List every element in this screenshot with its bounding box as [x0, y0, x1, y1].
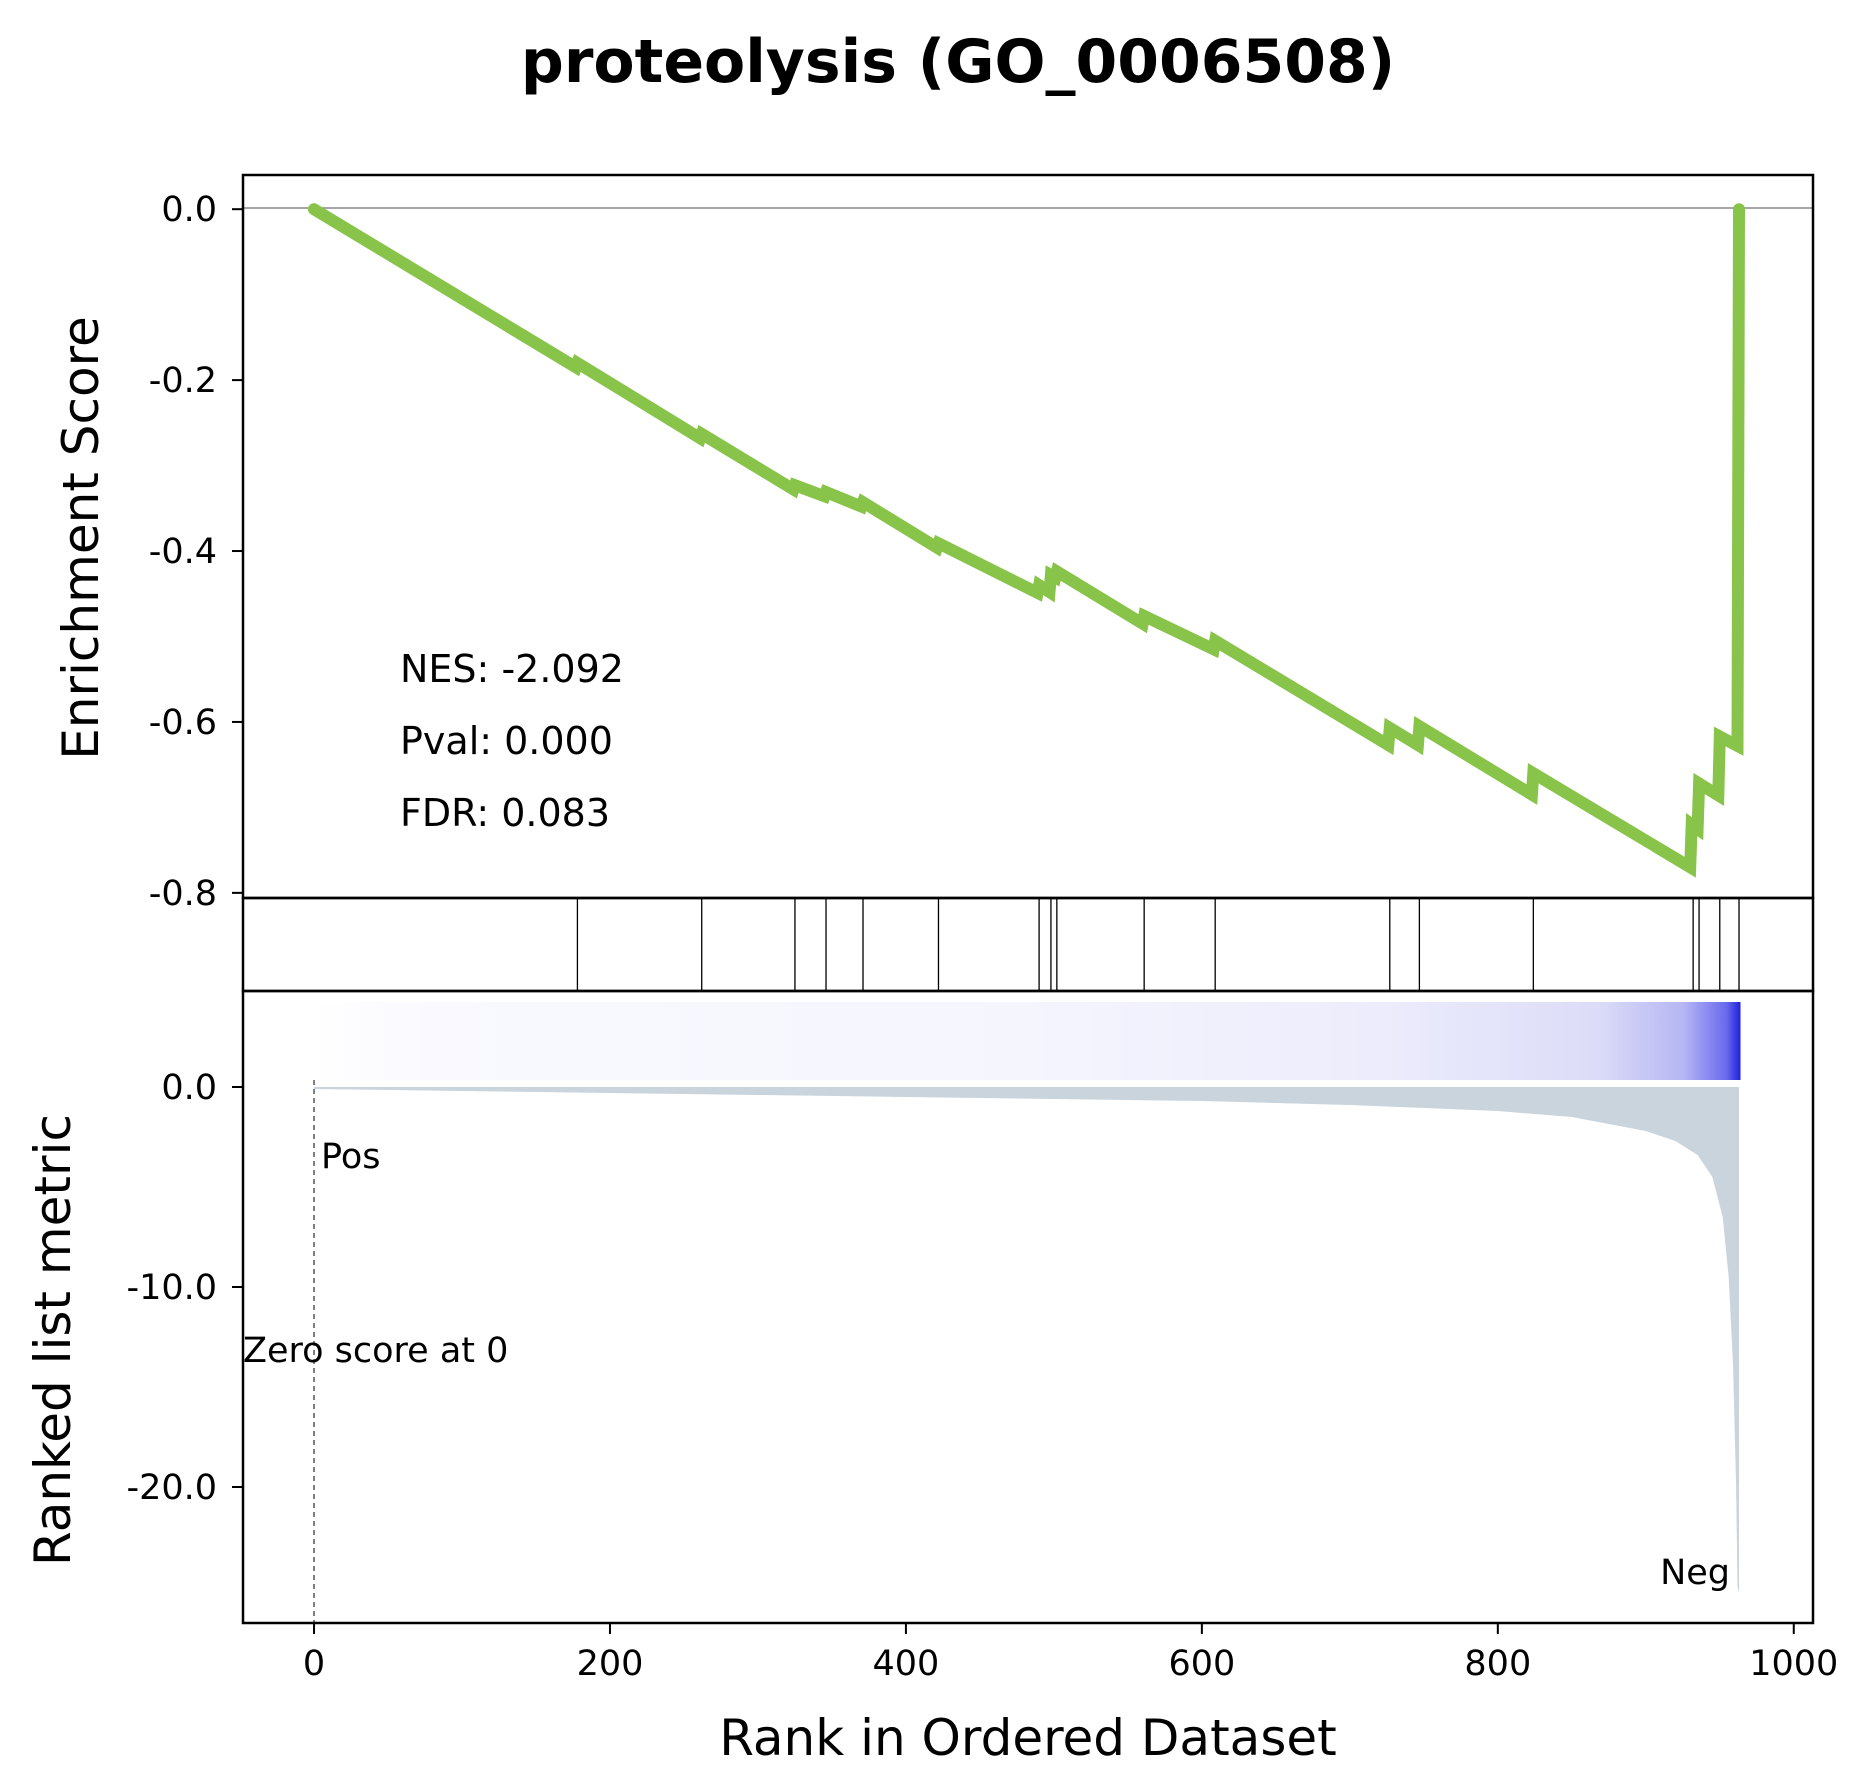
- x-axis-label: Rank in Ordered Dataset: [719, 1709, 1336, 1767]
- enrichment-y-tick-label: -0.4: [149, 532, 217, 572]
- ranked-metric-y-tick-label: 0.0: [161, 1068, 217, 1108]
- nes-text: NES: -2.092: [400, 647, 624, 691]
- ranked-heatmap-strip: [314, 1002, 1741, 1080]
- ranked-metric-area: [314, 1087, 1739, 1593]
- x-tick-label: 800: [1464, 1644, 1531, 1684]
- enrichment-y-tick-label: -0.2: [149, 361, 217, 401]
- enrichment-y-ticks: 0.0 -0.2 -0.4 -0.6 -0.8: [149, 190, 243, 914]
- hits-panel-frame: [241, 896, 1815, 993]
- enrichment-y-label: Enrichment Score: [52, 316, 110, 760]
- enrichment-panel: 0.0 -0.2 -0.4 -0.6 -0.8 Enrichment Score NES…: [52, 173, 1815, 914]
- fdr-text: FDR: 0.083: [400, 791, 610, 835]
- x-tick-label: 200: [577, 1644, 644, 1684]
- pos-label: Pos: [321, 1137, 381, 1177]
- ranked-metric-panel: 0.0 -10.0 -20.0 Pos Neg Zero score at 0 Ra…: [24, 989, 1815, 1625]
- x-tick-label: 0: [303, 1644, 325, 1684]
- enrichment-panel-frame: [241, 173, 1815, 900]
- ranked-metric-y-tick-label: -10.0: [126, 1268, 217, 1308]
- enrichment-y-tick-label: -0.8: [149, 874, 217, 914]
- x-tick-label: 600: [1168, 1644, 1235, 1684]
- enrichment-y-tick-label: -0.6: [149, 703, 217, 743]
- ranked-metric-panel-frame: [241, 989, 1815, 1625]
- ranked-metric-y-label: Ranked list metric: [24, 1114, 82, 1566]
- x-axis-ticks: 0 200 400 600 800 1000: [303, 1623, 1838, 1684]
- enrichment-y-tick-label: 0.0: [161, 190, 217, 230]
- chart-title: proteolysis (GO_0006508): [521, 27, 1395, 97]
- pval-text: Pval: 0.000: [400, 719, 613, 763]
- x-tick-label: 400: [873, 1644, 940, 1684]
- neg-label: Neg: [1660, 1553, 1730, 1593]
- hit-lines: [576, 898, 1740, 991]
- zero-score-label: Zero score at 0: [243, 1331, 508, 1371]
- enrichment-score-line: [308, 203, 1745, 878]
- x-tick-label: 1000: [1749, 1644, 1838, 1684]
- hits-panel: [241, 896, 1815, 993]
- ranked-metric-y-ticks: 0.0 -10.0 -20.0: [126, 1068, 243, 1508]
- ranked-metric-y-tick-label: -20.0: [126, 1468, 217, 1508]
